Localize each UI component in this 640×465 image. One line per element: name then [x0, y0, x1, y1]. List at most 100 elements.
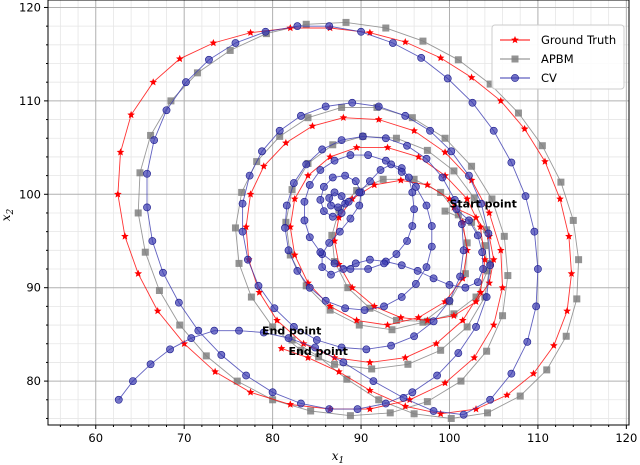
data-point-marker — [456, 272, 464, 281]
data-point-marker — [316, 166, 325, 174]
data-point-marker — [459, 246, 468, 255]
data-point-marker — [162, 106, 171, 115]
data-point-marker — [302, 160, 311, 169]
data-point-marker — [321, 102, 330, 111]
series-layer — [114, 18, 583, 422]
data-point-marker — [410, 126, 418, 134]
data-point-marker — [411, 182, 420, 191]
data-point-marker — [337, 343, 346, 352]
data-point-marker — [326, 306, 334, 314]
x-tick-label: 90 — [354, 431, 369, 445]
data-point-marker — [401, 111, 410, 120]
data-point-marker — [246, 388, 255, 396]
data-point-marker — [174, 298, 183, 307]
data-point-marker — [562, 332, 570, 340]
data-point-marker — [288, 336, 296, 344]
data-point-marker — [380, 259, 388, 268]
data-point-marker — [383, 143, 392, 151]
data-point-marker — [205, 55, 213, 64]
legend-label: CV — [541, 71, 557, 85]
data-point-marker — [550, 341, 558, 349]
legend-marker-icon — [511, 36, 519, 44]
data-point-marker — [482, 293, 491, 301]
data-point-marker — [134, 209, 142, 217]
data-point-marker — [327, 201, 335, 210]
annotation-end-point: End point — [289, 345, 348, 358]
data-point-marker — [463, 239, 471, 247]
data-point-marker — [231, 39, 240, 47]
data-point-marker — [419, 318, 427, 326]
x-tick-label: 80 — [265, 431, 280, 445]
annotations: Start point End point End point — [262, 197, 517, 358]
x-tick-label: 120 — [615, 431, 637, 445]
data-point-marker — [150, 136, 159, 145]
data-point-marker — [404, 173, 413, 182]
data-point-marker — [408, 388, 417, 397]
data-point-marker — [352, 143, 361, 151]
data-point-marker — [167, 97, 175, 105]
data-point-marker — [341, 171, 350, 180]
data-point-marker — [325, 22, 334, 31]
data-point-marker — [484, 267, 492, 275]
data-point-marker — [187, 334, 196, 343]
data-point-marker — [325, 194, 334, 202]
data-point-marker — [143, 203, 151, 212]
data-point-marker — [238, 227, 247, 236]
data-point-marker — [532, 302, 541, 311]
data-point-marker — [441, 379, 449, 387]
data-point-marker — [305, 181, 314, 189]
data-point-marker — [374, 115, 383, 123]
data-point-marker — [405, 395, 414, 403]
data-point-marker — [357, 27, 365, 36]
legend-label: APBM — [541, 52, 574, 66]
data-point-marker — [275, 126, 284, 135]
data-point-marker — [321, 296, 330, 305]
data-point-marker — [486, 80, 494, 88]
data-point-marker — [308, 122, 317, 130]
data-point-marker — [238, 188, 246, 196]
data-point-marker — [543, 366, 551, 374]
data-point-marker — [346, 265, 355, 273]
data-point-marker — [337, 192, 346, 201]
data-point-marker — [473, 278, 482, 286]
data-point-marker — [259, 328, 268, 337]
data-point-marker — [293, 266, 302, 275]
data-point-marker — [408, 188, 417, 197]
data-point-marker — [541, 157, 549, 165]
legend-entry-cv: CV — [500, 71, 557, 85]
data-point-marker — [447, 147, 456, 156]
data-point-marker — [411, 280, 420, 288]
data-point-marker — [193, 69, 201, 77]
data-point-marker — [438, 173, 447, 182]
data-point-marker — [472, 323, 480, 331]
y-axis-label: x2 — [0, 208, 16, 221]
data-point-marker — [410, 205, 419, 214]
data-point-marker — [381, 156, 390, 165]
data-point-marker — [404, 360, 412, 368]
data-point-marker — [573, 295, 581, 303]
data-point-marker — [575, 256, 583, 264]
data-point-marker — [320, 207, 328, 215]
data-point-marker — [365, 255, 374, 264]
data-point-marker — [246, 190, 255, 198]
data-point-marker — [465, 171, 473, 180]
data-point-marker — [211, 367, 219, 375]
data-point-marker — [452, 205, 461, 214]
data-point-marker — [365, 177, 374, 186]
data-point-marker — [304, 114, 312, 122]
data-point-marker — [335, 367, 343, 375]
data-point-marker — [410, 175, 418, 183]
data-point-marker — [516, 392, 524, 400]
data-point-marker — [153, 307, 162, 315]
data-point-marker — [297, 346, 305, 354]
data-point-marker — [556, 195, 564, 203]
data-point-marker — [567, 269, 576, 277]
data-point-marker — [443, 74, 452, 83]
data-point-marker — [374, 102, 383, 111]
data-point-marker — [338, 103, 346, 111]
data-point-marker — [529, 369, 538, 377]
data-point-marker — [485, 279, 494, 287]
data-point-marker — [387, 341, 396, 350]
data-point-marker — [429, 407, 438, 415]
data-point-marker — [290, 195, 299, 203]
